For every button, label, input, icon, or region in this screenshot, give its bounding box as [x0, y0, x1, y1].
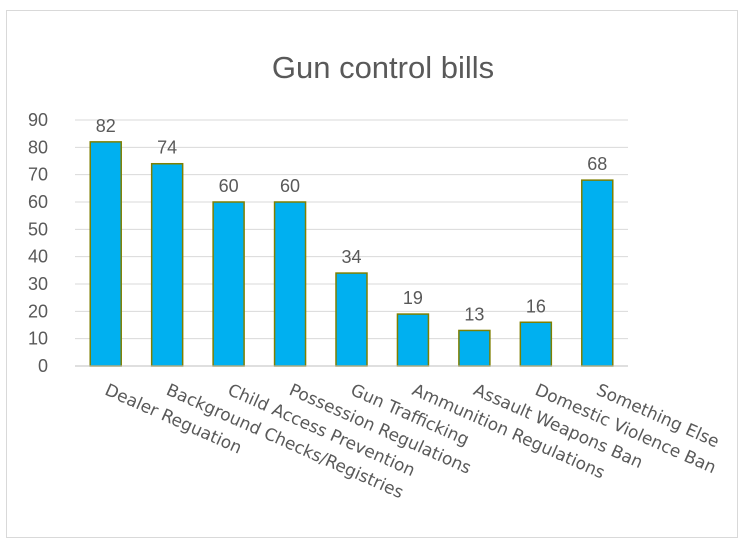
chart-title: Gun control bills: [272, 50, 494, 85]
y-axis-ticks: 0 10 20 30 40 50 60 70 80 90: [28, 110, 48, 376]
bar: [581, 179, 614, 367]
y-tick-label: 60: [28, 192, 48, 212]
y-tick-label: 90: [28, 110, 48, 130]
data-label: 60: [219, 176, 239, 196]
bars: [89, 141, 614, 367]
data-label: 82: [96, 116, 116, 136]
y-tick-label: 0: [38, 356, 48, 376]
y-tick-label: 10: [28, 329, 48, 349]
bar: [519, 321, 553, 367]
bar: [273, 201, 307, 367]
bar: [396, 313, 430, 367]
data-label: 16: [526, 296, 546, 316]
y-tick-label: 70: [28, 165, 48, 185]
bar: [335, 272, 368, 367]
data-label: 60: [280, 176, 300, 196]
data-label: 34: [341, 247, 361, 267]
bar: [458, 329, 491, 367]
bar: [150, 162, 184, 367]
data-label: 19: [403, 288, 423, 308]
y-tick-label: 20: [28, 301, 48, 321]
data-labels: 82 74 60 60 34 19 13 16 68: [96, 116, 608, 325]
data-label: 68: [587, 154, 607, 174]
chart-frame: [6, 10, 738, 538]
bar: [212, 201, 245, 367]
y-tick-label: 80: [28, 137, 48, 157]
data-label: 13: [464, 304, 484, 324]
y-tick-label: 50: [28, 219, 48, 239]
data-label: 74: [157, 138, 177, 158]
y-tick-label: 40: [28, 247, 48, 267]
bar: [89, 141, 122, 367]
y-tick-label: 30: [28, 274, 48, 294]
